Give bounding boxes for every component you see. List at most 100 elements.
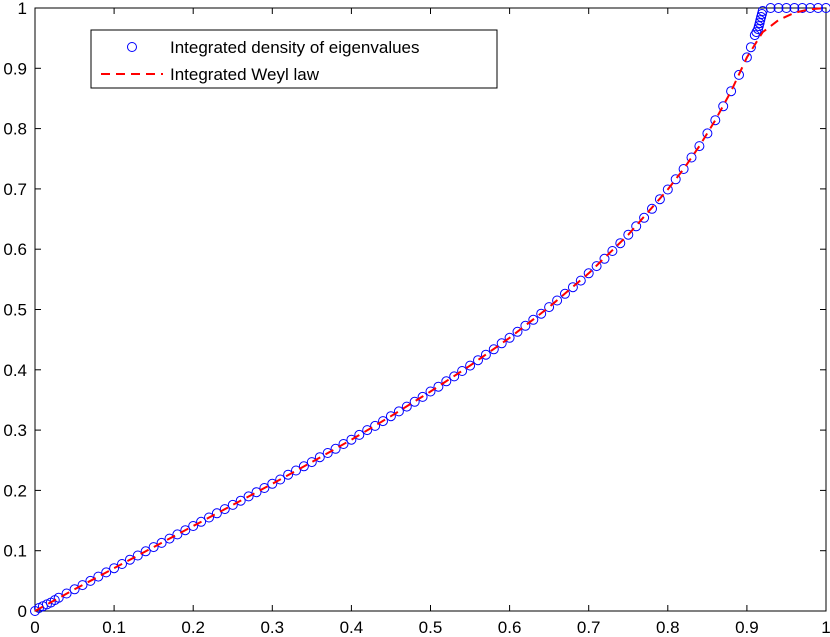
x-tick-label: 0.1 xyxy=(102,618,126,637)
data-point xyxy=(417,391,428,402)
data-point xyxy=(639,212,650,223)
data-point xyxy=(465,360,476,371)
data-point xyxy=(575,275,586,286)
data-point xyxy=(599,253,610,264)
data-point xyxy=(678,164,689,174)
ticks: 0 0.1 0.2 0.3 0.4 0.5 0.6 0.7 0.8 0.9 1 0 0.1 0.2 0.3 0… xyxy=(3,0,830,637)
data-point xyxy=(662,184,673,195)
data-point xyxy=(409,396,420,407)
data-point xyxy=(536,308,547,319)
x-tick-label: 0.2 xyxy=(181,618,205,637)
data-point xyxy=(751,27,762,38)
data-point xyxy=(251,487,262,498)
data-point xyxy=(354,429,365,440)
data-point xyxy=(259,483,270,493)
legend-label-eigenvalues: Integrated density of eigenvalues xyxy=(170,38,420,57)
data-point xyxy=(322,448,333,458)
data-point xyxy=(488,344,499,355)
x-tick-label: 0.7 xyxy=(577,618,601,637)
axes-frame xyxy=(34,7,827,612)
data-point xyxy=(275,474,286,485)
series-0 xyxy=(30,3,830,616)
data-point xyxy=(283,469,294,480)
data-point xyxy=(117,559,127,569)
data-point xyxy=(227,499,238,510)
data-point xyxy=(204,512,214,523)
data-point xyxy=(741,52,752,63)
x-tick-label: 0.3 xyxy=(260,618,284,637)
series-layer xyxy=(30,3,830,616)
y-tick-label: 0.7 xyxy=(3,180,27,199)
data-point xyxy=(694,141,705,152)
x-tick-label: 0.6 xyxy=(498,618,522,637)
data-point xyxy=(512,326,523,337)
data-point xyxy=(607,246,618,256)
data-point xyxy=(180,525,191,536)
data-point xyxy=(765,3,776,13)
data-point xyxy=(457,366,468,376)
data-point xyxy=(749,30,760,41)
data-point xyxy=(243,491,254,502)
data-point xyxy=(393,406,404,417)
y-tick-label: 0.8 xyxy=(3,120,27,139)
data-point xyxy=(291,465,301,476)
data-point xyxy=(797,3,808,13)
data-point xyxy=(298,461,309,472)
data-point xyxy=(101,567,112,578)
data-point xyxy=(124,554,135,565)
x-tick-label: 0 xyxy=(30,618,39,637)
data-point xyxy=(710,115,721,126)
y-tick-label: 0 xyxy=(18,602,27,621)
x-tick-label: 0.9 xyxy=(735,618,759,637)
data-point xyxy=(567,282,578,293)
data-point xyxy=(148,542,159,553)
data-point xyxy=(93,571,104,582)
y-tick-label: 1 xyxy=(18,0,27,18)
data-point xyxy=(773,3,784,13)
data-point xyxy=(781,3,792,13)
x-tick-label: 1 xyxy=(821,618,830,637)
data-point xyxy=(362,425,373,436)
data-point xyxy=(623,229,634,240)
x-tick-label: 0.4 xyxy=(340,618,364,637)
data-point xyxy=(164,533,175,544)
data-point xyxy=(583,268,594,279)
data-point xyxy=(401,401,412,412)
legend-box xyxy=(90,29,498,89)
data-point xyxy=(528,314,539,325)
data-point xyxy=(69,584,80,595)
y-tick-label: 0.9 xyxy=(3,59,27,78)
data-point xyxy=(61,588,72,599)
data-point xyxy=(235,495,246,506)
data-point xyxy=(552,295,563,306)
data-point xyxy=(615,238,626,249)
y-tick-label: 0.2 xyxy=(3,481,27,500)
data-point xyxy=(496,338,507,349)
series-line-weyl xyxy=(34,7,827,612)
data-point xyxy=(219,504,230,515)
data-point xyxy=(314,452,325,463)
data-point xyxy=(338,439,349,449)
data-point xyxy=(745,42,756,53)
data-point xyxy=(726,86,737,97)
legend: Integrated density of eigenvalues Integr… xyxy=(90,29,498,89)
data-point xyxy=(631,221,642,232)
y-tick-label: 0.3 xyxy=(3,421,27,440)
data-point xyxy=(346,434,357,445)
data-point xyxy=(306,457,317,468)
data-point xyxy=(211,508,222,519)
series-1 xyxy=(34,7,827,612)
data-point xyxy=(480,349,491,360)
data-point xyxy=(132,550,143,561)
data-point xyxy=(85,575,96,586)
data-point xyxy=(449,371,460,382)
x-tick-label: 0.5 xyxy=(419,618,443,637)
data-point xyxy=(53,592,64,603)
data-point xyxy=(789,3,800,13)
data-point xyxy=(267,478,278,489)
data-point xyxy=(188,521,199,531)
data-point xyxy=(385,411,396,422)
data-point xyxy=(330,443,341,454)
data-point xyxy=(473,355,483,366)
